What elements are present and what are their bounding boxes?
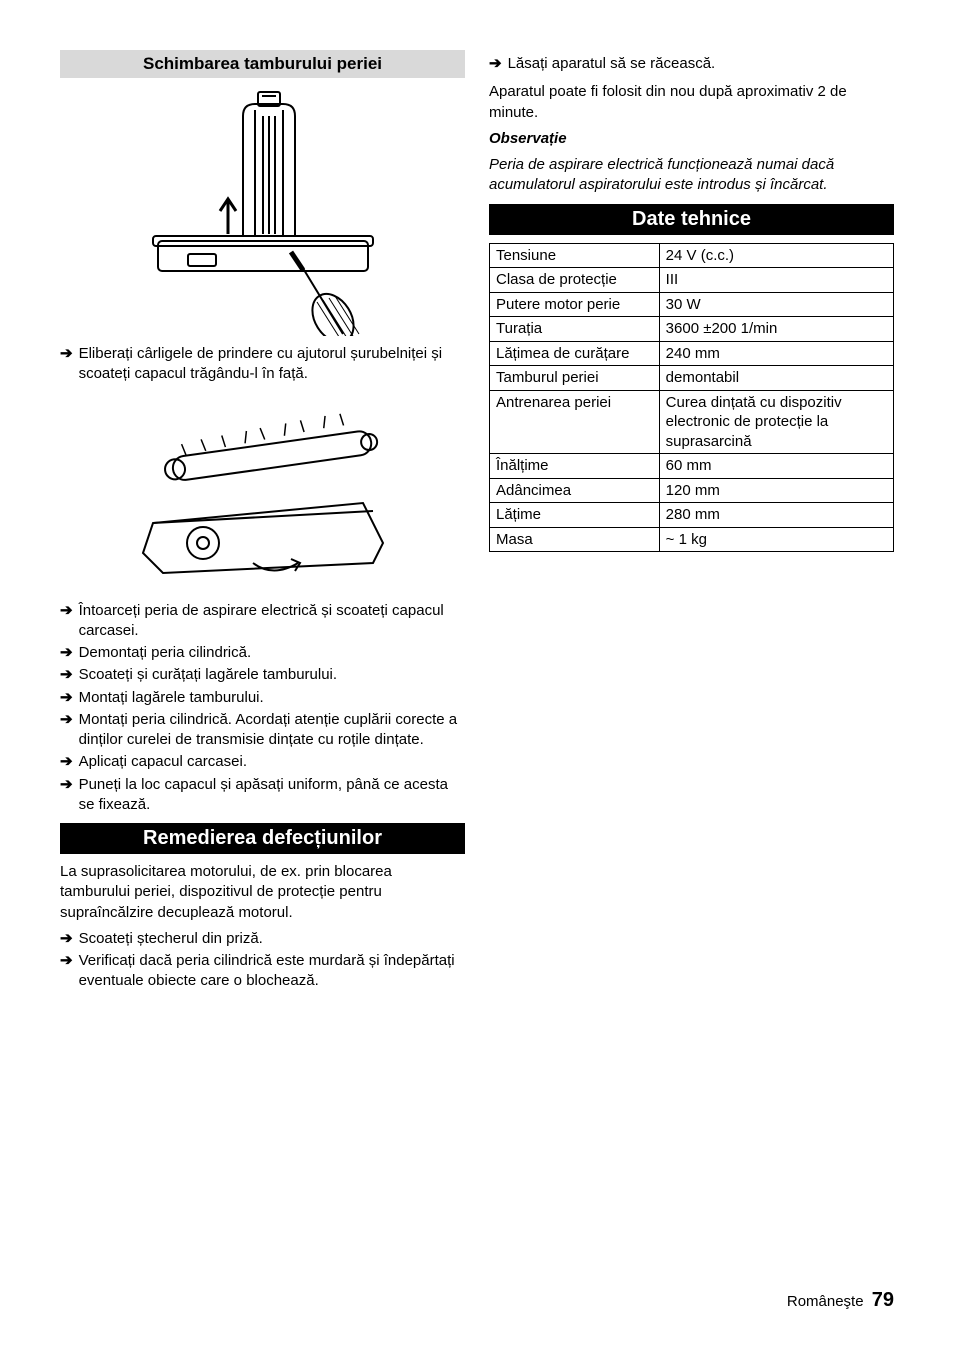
bullet-text: Scoateți ștecherul din priză. — [79, 929, 465, 949]
list-item: ➔ Scoateți ștecherul din priză. — [60, 929, 465, 949]
bullet-list-right-1: ➔ Lăsați aparatul să se răcească. — [489, 54, 894, 74]
spec-value: 24 V (c.c.) — [659, 243, 893, 268]
bullet-text: Montați lagărele tamburului. — [79, 688, 465, 708]
table-row: Înălțime 60 mm — [490, 454, 894, 479]
bullet-text: Eliberați cârligele de prindere cu ajuto… — [79, 344, 465, 385]
list-item: ➔ Aplicați capacul carcasei. — [60, 752, 465, 772]
arrow-icon: ➔ — [60, 688, 73, 708]
spec-label: Putere motor perie — [490, 292, 660, 317]
table-row: Turația 3600 ±200 1/min — [490, 317, 894, 342]
list-item: ➔ Puneți la loc capacul și apăsați unifo… — [60, 775, 465, 816]
list-item: ➔ Întoarceți peria de aspirare electrică… — [60, 601, 465, 642]
bullet-list-1: ➔ Eliberați cârligele de prindere cu aju… — [60, 344, 465, 385]
arrow-icon: ➔ — [60, 710, 73, 730]
spec-label: Tamburul periei — [490, 366, 660, 391]
footer-page-number: 79 — [872, 1289, 894, 1311]
note-text: Peria de aspirare electrică funcționează… — [489, 155, 894, 196]
table-row: Lățimea de curățare 240 mm — [490, 341, 894, 366]
arrow-icon: ➔ — [60, 344, 73, 364]
arrow-icon: ➔ — [60, 951, 73, 971]
bullet-text: Montați peria cilindrică. Acordați atenț… — [79, 710, 465, 751]
spec-label: Înălțime — [490, 454, 660, 479]
illustration-1 — [133, 86, 393, 336]
footer-language: Româneşte — [787, 1293, 864, 1310]
paragraph-cooldown: Aparatul poate fi folosit din nou după a… — [489, 82, 894, 123]
arrow-icon: ➔ — [60, 929, 73, 949]
list-item: ➔ Eliberați cârligele de prindere cu aju… — [60, 344, 465, 385]
bullet-list-3: ➔ Scoateți ștecherul din priză. ➔ Verifi… — [60, 929, 465, 992]
spec-label: Turația — [490, 317, 660, 342]
spec-value: 240 mm — [659, 341, 893, 366]
spec-value: Curea dințată cu dispozitiv electronic d… — [659, 390, 893, 454]
spec-value: 30 W — [659, 292, 893, 317]
page-footer: Româneşte 79 — [787, 1289, 894, 1312]
table-row: Lățime 280 mm — [490, 503, 894, 528]
table-row: Tamburul periei demontabil — [490, 366, 894, 391]
figure-brush-cover — [60, 86, 465, 340]
subsection-heading-brush-drum: Schimbarea tamburului periei — [60, 50, 465, 78]
list-item: ➔ Montați peria cilindrică. Acordați ate… — [60, 710, 465, 751]
arrow-icon: ➔ — [60, 665, 73, 685]
list-item: ➔ Demontați peria cilindrică. — [60, 643, 465, 663]
spec-label: Clasa de protecție — [490, 268, 660, 293]
table-row: Tensiune 24 V (c.c.) — [490, 243, 894, 268]
bullet-text: Demontați peria cilindrică. — [79, 643, 465, 663]
list-item: ➔ Lăsați aparatul să se răcească. — [489, 54, 894, 74]
paragraph-overload: La suprasolicitarea motorului, de ex. pr… — [60, 862, 465, 923]
spec-value: III — [659, 268, 893, 293]
note-label: Observație — [489, 129, 894, 149]
spec-value: ~ 1 kg — [659, 527, 893, 552]
bullet-text: Lăsați aparatul să se răcească. — [508, 54, 894, 74]
spec-label: Lățimea de curățare — [490, 341, 660, 366]
table-row: Clasa de protecție III — [490, 268, 894, 293]
section-heading-troubleshooting: Remedierea defecțiunilor — [60, 823, 465, 854]
spec-label: Antrenarea periei — [490, 390, 660, 454]
bullet-text: Puneți la loc capacul și apăsați uniform… — [79, 775, 465, 816]
bullet-text: Verificați dacă peria cilindrică este mu… — [79, 951, 465, 992]
spec-value: demontabil — [659, 366, 893, 391]
table-row: Masa ~ 1 kg — [490, 527, 894, 552]
arrow-icon: ➔ — [60, 752, 73, 772]
spec-value: 280 mm — [659, 503, 893, 528]
section-heading-specs: Date tehnice — [489, 204, 894, 235]
illustration-2 — [113, 393, 413, 593]
bullet-text: Aplicați capacul carcasei. — [79, 752, 465, 772]
arrow-icon: ➔ — [60, 775, 73, 795]
list-item: ➔ Montați lagărele tamburului. — [60, 688, 465, 708]
spec-value: 3600 ±200 1/min — [659, 317, 893, 342]
spec-table: Tensiune 24 V (c.c.) Clasa de protecție … — [489, 243, 894, 553]
figure-brush-roller — [60, 393, 465, 597]
spec-value: 60 mm — [659, 454, 893, 479]
spec-label: Lățime — [490, 503, 660, 528]
bullet-text: Scoateți și curățați lagărele tamburului… — [79, 665, 465, 685]
arrow-icon: ➔ — [489, 54, 502, 74]
table-row: Adâncimea 120 mm — [490, 478, 894, 503]
bullet-text: Întoarceți peria de aspirare electrică ș… — [79, 601, 465, 642]
spec-label: Tensiune — [490, 243, 660, 268]
spec-value: 120 mm — [659, 478, 893, 503]
list-item: ➔ Verificați dacă peria cilindrică este … — [60, 951, 465, 992]
table-row: Antrenarea periei Curea dințată cu dispo… — [490, 390, 894, 454]
list-item: ➔ Scoateți și curățați lagărele tamburul… — [60, 665, 465, 685]
table-row: Putere motor perie 30 W — [490, 292, 894, 317]
arrow-icon: ➔ — [60, 643, 73, 663]
bullet-list-2: ➔ Întoarceți peria de aspirare electrică… — [60, 601, 465, 816]
spec-label: Adâncimea — [490, 478, 660, 503]
spec-label: Masa — [490, 527, 660, 552]
arrow-icon: ➔ — [60, 601, 73, 621]
